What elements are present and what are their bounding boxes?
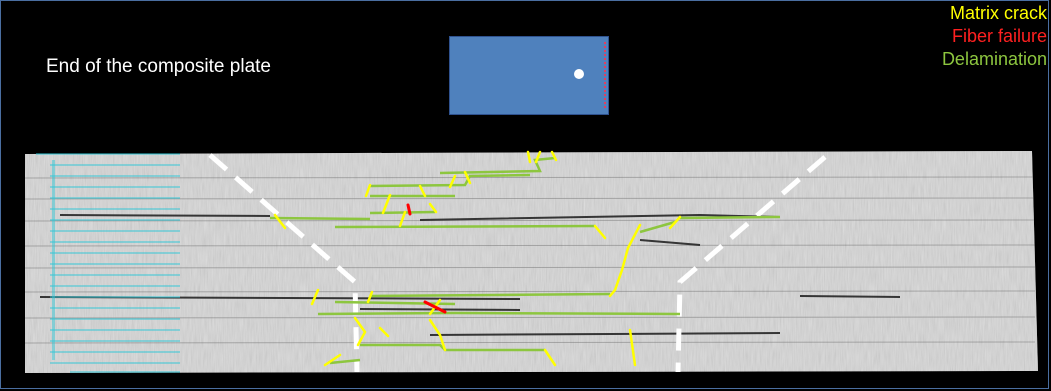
- ply-ticks: [52, 160, 55, 360]
- legend-delamination: Delamination: [941, 49, 1047, 69]
- legend-matrix-crack: Matrix crack: [949, 3, 1047, 23]
- ply-lines: [36, 153, 180, 373]
- guide-lines: [208, 153, 827, 373]
- legend-fiber-failure: Fiber failure: [951, 26, 1047, 46]
- delamination-marks: [269, 156, 781, 365]
- specimen-texture: [25, 151, 1038, 373]
- plate-hole: [574, 69, 584, 79]
- composite-plate-icon: [449, 36, 609, 115]
- fiber-failure-marks: [406, 203, 447, 314]
- figure-caption: End of the composite plate: [46, 56, 271, 77]
- matrix-crack-marks: [273, 150, 682, 367]
- legend: Matrix crack Fiber failure Delamination: [942, 2, 1047, 71]
